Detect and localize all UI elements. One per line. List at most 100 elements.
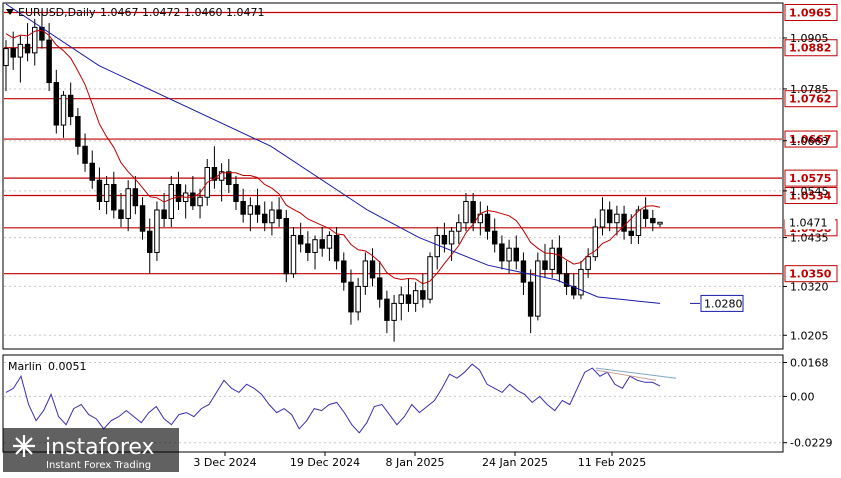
time-tick-label: 19 Dec 2024 [290,456,360,469]
candle-body [376,277,383,300]
candle-body [362,260,369,287]
candle-body [484,213,491,232]
candle-body [269,209,275,224]
candle-body [82,145,88,164]
candle-body [197,196,203,207]
level-label: 1.0575 [789,172,831,185]
candle-body [657,221,663,225]
level-label: 1.0965 [789,6,831,19]
collapse-triangle-icon[interactable] [6,9,14,15]
candle-body [211,167,218,181]
indicator-panel-frame [2,354,784,453]
level-label: 1.0762 [789,93,831,106]
candle-body [434,234,440,258]
candle-body [46,39,52,84]
candle-body [614,213,620,224]
candle-body [398,294,405,304]
candle-body [312,239,318,253]
candle-body [520,260,527,283]
candle-body [139,205,146,232]
candle-body [168,183,175,219]
price-tick-label: 1.0435 [790,232,829,245]
candle-body [254,205,261,215]
candle-body [218,171,225,181]
candle-body [599,209,606,228]
level-label-box [784,90,838,108]
time-tick-label: 11 Feb 2025 [578,456,646,469]
time-tick-label: 24 Jan 2025 [482,456,548,469]
candle-body [154,209,160,253]
ma-label-box [700,294,744,312]
candle-body [513,247,519,262]
time-axis: 3 Dec 2024 19 Dec 2024 8 Jan 2025 24 Jan 20… [193,452,646,469]
candle-body [297,234,304,245]
candle-body [333,234,340,262]
ohlc-readout: 1.0467 1.0472 1.0460 1.0471 [100,6,264,19]
level-label: 1.0534 [789,190,832,203]
candle-body [563,273,570,287]
candle-body [103,183,110,202]
level-label-box [784,169,838,187]
divergence-line [595,367,677,379]
candle-body [247,205,254,215]
price-tick-label: 1.0205 [790,329,829,342]
candle-body [24,43,31,54]
candle-body [240,200,246,215]
divergence-line [595,369,657,381]
svg-text:Instant Forex Trading: Instant Forex Trading [46,460,151,471]
blue-moving-average [5,3,661,304]
candle-body [535,260,541,317]
level-label: 1.0350 [789,268,832,281]
instaforex-star-icon [13,435,35,457]
candle-body [527,281,534,317]
symbol-label: EURUSD,Daily [18,6,96,19]
candle-body [161,209,167,219]
candle-body [571,285,577,296]
candle-body [60,94,67,126]
candle-body [341,260,347,283]
indicator-tick-label: 0.0168 [790,356,829,369]
candle-body [441,234,448,245]
candle-body [412,290,419,304]
price-tick-label: 1.0663 [790,135,829,148]
red-moving-average [5,29,661,285]
candle-body [420,290,426,300]
candle-body [606,209,613,224]
candle-body [147,230,153,253]
candle-body [621,213,627,232]
candle-body [506,247,512,262]
candle-body [89,162,95,181]
candle-body [391,302,397,321]
candle-body [32,26,38,54]
candle-body [585,256,591,270]
candle-body [290,234,297,275]
level-label-box [784,3,838,21]
price-tick-label: 1.0320 [790,280,829,293]
candle-body [405,294,412,304]
candle-body [96,179,103,202]
candle-body [17,43,24,58]
candle-body [132,188,139,207]
level-label-box [784,265,838,283]
marlin-line [5,363,661,434]
level-label-box [784,130,838,148]
candle-body [499,243,505,262]
candle-body [448,230,455,245]
candle-body [53,82,60,126]
candle-body [261,213,268,224]
candle-body [111,183,117,211]
candle-body [635,209,642,236]
time-tick-label: 3 Dec 2024 [193,456,256,469]
candle-body [118,209,124,219]
candle-body [305,243,311,253]
time-tick-label: 8 Jan 2025 [386,456,445,469]
instaforex-logo: instaforex Instant Forex Trading [3,428,179,472]
indicator-tick-label: 0.00 [790,390,815,403]
candle-body [491,230,498,245]
price-axis: 1.0905 1.0785 1.0663 1.0545 1.0435 1.0320 1.02… [783,32,835,342]
candle-body [226,171,232,185]
level-label-box [784,187,838,205]
